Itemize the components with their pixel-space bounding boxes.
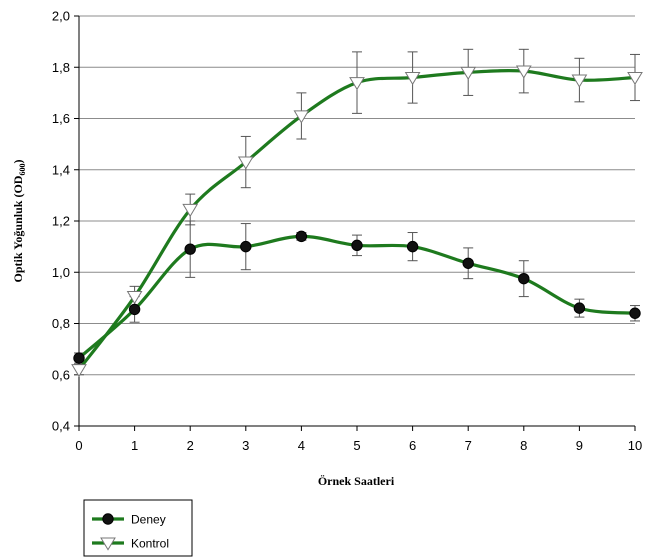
x-tick-label: 1: [131, 438, 138, 453]
legend-swatch-marker: [100, 537, 116, 551]
y-tick-label: 2,0: [52, 9, 70, 24]
y-axis-title-end: ): [11, 160, 25, 164]
error-bars: [74, 48, 640, 376]
y-tick-label: 1,6: [52, 111, 70, 126]
data-point-deney: [240, 240, 252, 253]
legend: Deney Kontrol: [83, 499, 193, 557]
data-point-deney: [295, 230, 308, 243]
data-point-kontrol: [126, 291, 143, 305]
y-tick-label: 1,4: [52, 162, 70, 177]
x-tick-label: 7: [465, 438, 472, 453]
y-axis-title: Optik Yoğunluk (OD600): [11, 160, 27, 283]
data-point-deney: [518, 272, 530, 285]
data-point-deney: [406, 240, 419, 253]
y-axis-title-subscript: 600: [18, 164, 27, 176]
data-point-deney: [128, 303, 141, 316]
x-tick-label: 3: [242, 438, 249, 453]
data-point-deney: [629, 307, 641, 319]
data-point-kontrol: [515, 65, 532, 79]
data-point-deney: [573, 302, 586, 314]
x-tick-label: 8: [520, 438, 527, 453]
legend-swatch-marker: [102, 513, 114, 525]
y-tick-label: 0,4: [52, 419, 70, 434]
series-line-kontrol: [77, 69, 636, 371]
data-point-kontrol: [404, 71, 421, 86]
x-tick-label: 2: [187, 438, 194, 453]
data-point-deney: [462, 257, 474, 269]
data-point-kontrol: [71, 364, 87, 378]
legend-item-kontrol: Kontrol: [92, 537, 169, 551]
legend-label: Kontrol: [131, 537, 169, 551]
series-lines: [77, 69, 636, 371]
y-tick-label: 0,8: [52, 316, 70, 331]
y-tick-label: 0,6: [52, 367, 70, 382]
data-point-deney: [73, 352, 85, 364]
grid-lines: [79, 15, 635, 376]
y-axis-ticks: 0,4 0,6 0,8 1,0 1,2 1,4 1,6 1,8 2,0: [52, 9, 79, 434]
x-tick-label: 6: [409, 438, 416, 453]
data-point-kontrol: [293, 110, 310, 124]
data-point-kontrol: [349, 77, 365, 91]
x-axis-title: Örnek Saatleri: [318, 474, 395, 488]
data-point-kontrol: [182, 203, 199, 218]
series-markers: [71, 65, 643, 378]
x-tick-label: 9: [576, 438, 583, 453]
y-tick-label: 1,8: [52, 60, 70, 75]
y-axis-title-main: Optik Yoğunluk (OD: [11, 175, 25, 282]
x-tick-label: 4: [298, 438, 305, 453]
data-point-deney: [184, 243, 196, 255]
legend-label: Deney: [131, 513, 166, 527]
legend-item-deney: Deney: [92, 513, 166, 527]
y-tick-label: 1,2: [52, 214, 70, 229]
x-axis-ticks: 0 1 2 3 4 5 6 7 8 9 10: [75, 426, 642, 453]
data-point-kontrol: [460, 66, 477, 80]
legend-box: [83, 499, 193, 557]
data-point-deney: [351, 239, 363, 252]
data-point-kontrol: [237, 156, 254, 170]
y-tick-label: 1,0: [52, 265, 70, 280]
x-tick-label: 10: [628, 438, 642, 453]
data-point-kontrol: [571, 74, 588, 88]
x-tick-label: 5: [353, 438, 360, 453]
x-tick-label: 0: [75, 438, 82, 453]
data-point-kontrol: [627, 71, 643, 86]
